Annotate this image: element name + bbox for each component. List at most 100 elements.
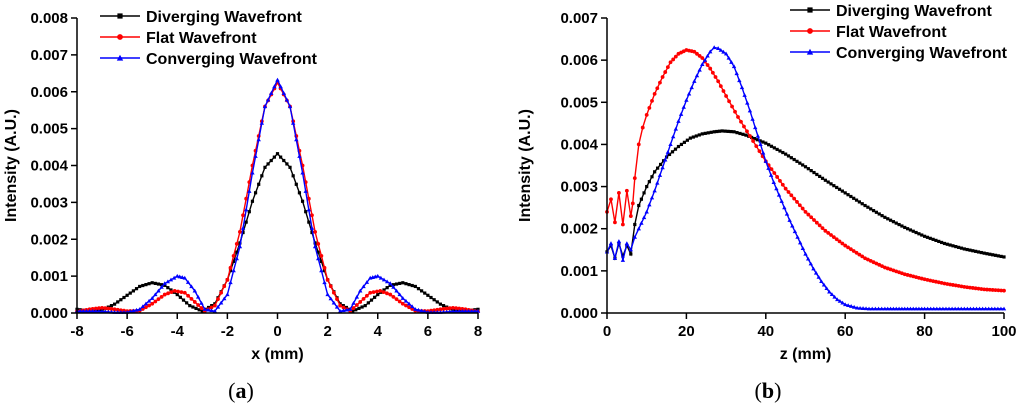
data-point-0-0-57 xyxy=(253,191,258,195)
data-point-0-1-33 xyxy=(179,290,184,295)
data-point-1-0-97 xyxy=(891,220,896,224)
data-point-1-1-84 xyxy=(848,247,853,252)
data-point-1-2-64 xyxy=(787,218,792,222)
data-point-1-2-127 xyxy=(968,306,973,311)
data-point-1-2-8 xyxy=(636,226,641,231)
data-point-0-2-8 xyxy=(99,309,105,314)
data-point-0-1-52 xyxy=(241,213,245,218)
data-point-1-0-45 xyxy=(744,133,748,137)
data-point-0-2-6 xyxy=(93,309,98,313)
x-axis-label: x (mm) xyxy=(251,346,303,363)
data-point-0-2-27 xyxy=(159,284,164,289)
data-point-1-0-84 xyxy=(854,198,859,202)
data-point-1-2-58 xyxy=(771,180,776,184)
data-point-1-2-53 xyxy=(758,142,763,147)
data-point-1-1-68 xyxy=(803,209,808,214)
data-point-1-0-12 xyxy=(647,180,651,184)
data-point-1-0-119 xyxy=(954,244,958,249)
data-point-0-2-78 xyxy=(319,268,324,273)
data-point-1-2-81 xyxy=(832,294,837,299)
data-point-0-2-88 xyxy=(351,300,356,305)
data-point-0-0-107 xyxy=(410,283,414,288)
data-point-1-1-46 xyxy=(739,119,743,124)
data-point-0-2-90 xyxy=(358,288,363,293)
data-point-1-1-122 xyxy=(956,284,961,288)
x-tick-label: 6 xyxy=(424,323,432,340)
data-point-0-1-97 xyxy=(385,291,389,296)
data-point-0-2-4 xyxy=(87,308,92,313)
data-point-0-0-32 xyxy=(175,292,179,297)
data-point-1-0-128 xyxy=(979,250,983,255)
data-point-1-2-97 xyxy=(879,306,884,311)
data-point-0-1-96 xyxy=(381,290,386,295)
data-point-1-2-118 xyxy=(940,306,946,311)
data-point-0-0-117 xyxy=(441,304,446,308)
data-point-1-2-83 xyxy=(837,299,843,303)
data-point-1-1-30 xyxy=(695,51,699,56)
data-point-1-2-131 xyxy=(980,306,985,311)
data-point-0-0-99 xyxy=(385,286,389,290)
data-point-0-0-19 xyxy=(134,287,139,291)
data-point-1-2-57 xyxy=(768,173,774,177)
data-point-1-2-56 xyxy=(766,166,771,170)
data-point-0-1-76 xyxy=(316,241,321,246)
data-point-1-1-36 xyxy=(710,70,715,75)
data-point-0-2-30 xyxy=(168,277,174,282)
data-point-0-1-46 xyxy=(222,284,227,289)
data-point-1-2-42 xyxy=(729,60,734,64)
data-point-0-1-92 xyxy=(368,290,373,295)
x-tick-label: -2 xyxy=(221,323,234,340)
data-point-0-2-105 xyxy=(403,298,409,303)
data-point-0-1-98 xyxy=(388,292,393,297)
data-point-0-1-29 xyxy=(166,291,170,296)
data-point-0-2-40 xyxy=(199,300,204,305)
x-tick-label: -4 xyxy=(171,323,185,340)
data-point-0-1-73 xyxy=(306,196,311,201)
data-point-1-1-79 xyxy=(834,237,839,242)
x-tick-label: 4 xyxy=(374,323,383,340)
data-point-1-2-130 xyxy=(977,306,982,311)
data-point-1-2-46 xyxy=(739,85,745,90)
data-point-0-2-47 xyxy=(222,296,227,301)
data-point-1-1-3 xyxy=(617,190,621,195)
data-point-1-1-116 xyxy=(939,280,944,285)
y-tick-label: 0.001 xyxy=(560,263,598,280)
data-point-1-1-138 xyxy=(1002,288,1006,293)
series-markers-0-2 xyxy=(74,77,481,314)
data-point-0-1-80 xyxy=(328,284,333,289)
data-point-0-2-84 xyxy=(337,308,343,313)
data-point-1-2-96 xyxy=(876,306,881,311)
data-point-1-2-52 xyxy=(755,133,761,138)
data-point-1-2-116 xyxy=(934,306,940,311)
data-point-1-0-23 xyxy=(679,142,684,147)
data-point-1-2-79 xyxy=(827,289,832,294)
data-point-0-2-100 xyxy=(388,281,393,286)
data-point-1-2-105 xyxy=(902,306,907,311)
data-point-1-0-113 xyxy=(937,239,941,244)
caption-b: (b) xyxy=(755,378,782,403)
data-point-0-2-62 xyxy=(269,91,274,95)
data-point-1-2-95 xyxy=(873,306,878,311)
data-point-1-0-98 xyxy=(894,221,898,225)
data-point-1-0-21 xyxy=(673,147,678,151)
data-point-0-2-59 xyxy=(259,120,265,125)
data-point-1-0-127 xyxy=(976,250,981,254)
data-point-0-2-102 xyxy=(394,288,399,293)
series-markers-1-0 xyxy=(605,129,1006,260)
y-axis-label: Intensity (A.U.) xyxy=(517,109,534,222)
data-point-1-1-44 xyxy=(733,109,737,114)
data-point-1-2-129 xyxy=(974,306,979,311)
y-tick-label: 0.000 xyxy=(560,305,598,322)
data-point-1-0-60 xyxy=(786,154,791,158)
data-point-0-1-117 xyxy=(447,306,452,311)
data-point-1-1-67 xyxy=(800,206,805,211)
data-point-1-0-56 xyxy=(775,147,779,152)
data-point-0-0-68 xyxy=(288,165,292,169)
data-point-1-0-91 xyxy=(874,210,878,214)
data-point-0-2-65 xyxy=(278,84,283,89)
data-point-0-0-15 xyxy=(122,295,126,300)
data-point-0-0-13 xyxy=(116,300,120,304)
data-point-0-0-110 xyxy=(420,289,424,293)
data-point-0-0-50 xyxy=(232,259,236,263)
data-point-1-0-68 xyxy=(809,169,813,173)
